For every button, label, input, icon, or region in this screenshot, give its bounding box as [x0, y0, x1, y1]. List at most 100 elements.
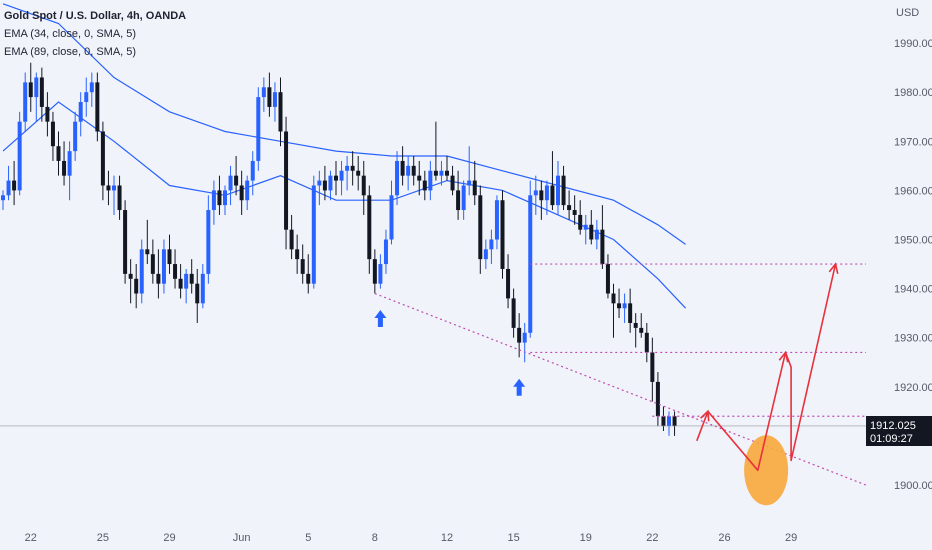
- candle-body: [350, 165, 355, 171]
- candle-body: [139, 249, 144, 294]
- candle-body: [206, 210, 211, 274]
- candle-body: [445, 170, 449, 176]
- candle-body: [494, 200, 499, 240]
- candle-body: [123, 210, 128, 274]
- candle-body: [250, 160, 255, 181]
- axes: 1900.001910.001920.001930.001940.001950.…: [25, 38, 932, 544]
- candle-body: [533, 190, 538, 196]
- drawings: [0, 262, 892, 506]
- candle-body: [328, 175, 333, 191]
- candle-body: [89, 82, 94, 93]
- arrow-up-icon: [374, 310, 387, 328]
- candle-body: [356, 170, 361, 176]
- candle-body: [317, 180, 322, 186]
- x-tick-label: 22: [25, 532, 37, 544]
- candle-body: [145, 249, 150, 255]
- candle-body: [639, 327, 644, 333]
- candle-body: [173, 264, 178, 279]
- candle-body: [506, 268, 511, 299]
- x-tick-label: 25: [97, 532, 109, 544]
- candle-body: [73, 121, 78, 152]
- candle-body: [295, 249, 300, 260]
- candle-body: [78, 102, 83, 122]
- candle-body: [372, 259, 377, 284]
- candle-body: [628, 303, 633, 323]
- candle-body: [117, 185, 122, 211]
- candle-body: [594, 229, 599, 240]
- candle-body: [395, 160, 400, 196]
- candle-body: [655, 381, 660, 417]
- candle-body: [650, 352, 655, 382]
- candle-body: [467, 180, 472, 186]
- candle-body: [367, 195, 372, 260]
- candle-body: [284, 131, 289, 230]
- y-tick-label: 1960.00: [894, 185, 932, 197]
- candle-body: [661, 416, 666, 427]
- x-tick-label: 22: [646, 532, 658, 544]
- candle-body: [589, 224, 594, 240]
- candle-body: [289, 229, 294, 250]
- candle-body: [12, 180, 17, 191]
- candle-body: [200, 273, 205, 304]
- candle-body: [461, 185, 466, 211]
- candle-body: [600, 229, 605, 265]
- x-tick-label: 19: [580, 532, 592, 544]
- candle-body: [489, 239, 494, 250]
- x-tick-label: 29: [785, 532, 797, 544]
- candle-body: [84, 92, 89, 103]
- y-tick-label: 1950.00: [894, 235, 932, 247]
- candle-body: [339, 170, 344, 181]
- candle-body: [406, 165, 411, 176]
- ema-89-line: [2, 3, 686, 245]
- legend-ema-89: EMA (89, close, 0, SMA, 5): [4, 46, 136, 58]
- y-tick-label: 1900.00: [894, 480, 932, 492]
- candle-body: [500, 200, 505, 269]
- candle-body: [644, 332, 649, 353]
- candle-body: [134, 278, 139, 294]
- candle-body: [1, 195, 5, 201]
- y-tick-label: 1970.00: [894, 136, 932, 148]
- candle-body: [428, 170, 433, 191]
- candle-body: [23, 82, 28, 122]
- candle-body: [261, 87, 266, 98]
- candle-body: [228, 175, 233, 191]
- price-tag-box: [866, 416, 932, 446]
- candle-body: [56, 146, 61, 161]
- up-arrow-marker: [374, 310, 387, 328]
- candle-body: [422, 180, 427, 191]
- chart-title: Gold Spot / U.S. Dollar, 4h, OANDA: [4, 10, 186, 22]
- candle-body: [345, 165, 350, 171]
- candle-body: [433, 170, 438, 176]
- candle-body: [578, 214, 583, 230]
- candle-body: [28, 82, 33, 98]
- candle-body: [539, 190, 544, 201]
- candle-body: [667, 416, 671, 427]
- x-tick-label: 8: [372, 532, 378, 544]
- time-axis-panel: [0, 524, 932, 550]
- candlesticks: [1, 62, 677, 436]
- candle-body: [522, 332, 527, 343]
- candle-body: [50, 121, 55, 147]
- candle-body: [239, 185, 244, 201]
- candle-body: [672, 416, 677, 427]
- y-tick-label: 1980.00: [894, 87, 932, 99]
- candle-body: [256, 97, 261, 161]
- candle-body: [272, 92, 277, 107]
- candle-body: [322, 180, 327, 191]
- candle-body: [223, 190, 227, 206]
- candle-body: [417, 175, 422, 181]
- candle-body: [550, 185, 555, 206]
- candle-body: [106, 185, 111, 191]
- candle-body: [267, 87, 272, 107]
- candle-body: [156, 273, 161, 284]
- y-tick-label: 1930.00: [894, 333, 932, 345]
- candle-body: [234, 175, 239, 186]
- candle-body: [583, 224, 588, 230]
- projection-arrowhead: [778, 350, 789, 363]
- candle-body: [511, 298, 516, 328]
- candle-body: [100, 131, 105, 186]
- candle-body: [544, 185, 549, 201]
- x-tick-label: Jun: [233, 532, 251, 544]
